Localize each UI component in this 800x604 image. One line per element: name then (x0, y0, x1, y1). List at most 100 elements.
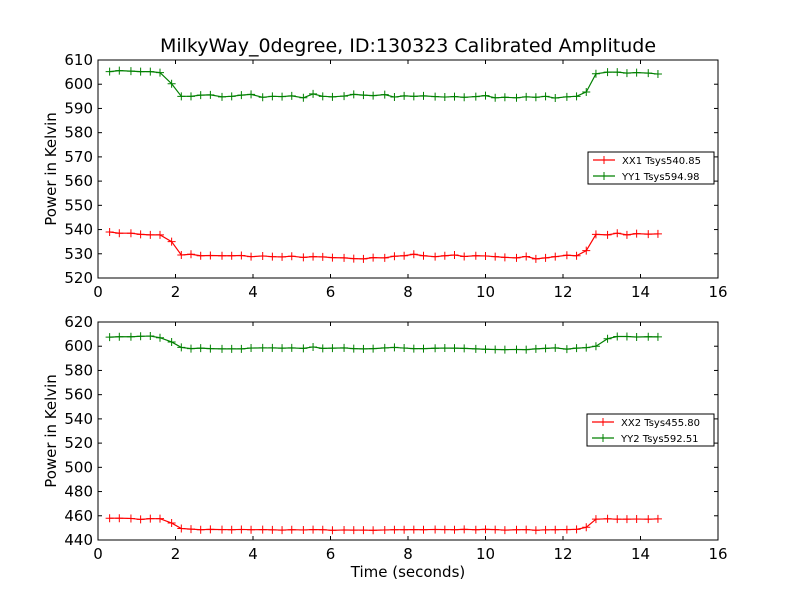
chart2-series-1-point (613, 515, 622, 524)
chart1-series-2-point (419, 91, 428, 100)
chart2-series-1-point (177, 524, 186, 533)
chart2-legend-swatch-marker (599, 418, 607, 426)
chart1-series-2-point (380, 90, 389, 99)
chart2-y-tick-label: 440 (64, 531, 93, 549)
chart1-x-tick-label: 12 (553, 283, 572, 301)
chart2-series-2-point (218, 344, 226, 353)
chart1-series-2-point (603, 68, 612, 77)
chart2-series-2-point (126, 332, 135, 341)
chart2-y-tick-label: 560 (64, 386, 93, 404)
chart1-series-2-point (146, 67, 155, 76)
chart1-x-tick-label: 6 (326, 283, 336, 301)
chart2-y-tick-label: 600 (64, 337, 93, 355)
chart1-series-2-point (440, 93, 449, 102)
chart1-series-2-point (167, 79, 176, 88)
chart2-series-1-point (146, 514, 155, 523)
chart1-legend-swatch-marker (600, 156, 608, 164)
chart2-x-tick-label: 4 (248, 545, 258, 563)
chart2-series-2-point (622, 332, 631, 341)
chart2-series-1-point (227, 525, 236, 534)
chart1-x-tick-label: 10 (476, 283, 495, 301)
chart2-series-2-point (632, 333, 641, 342)
chart1-series-2-point (218, 92, 226, 101)
chart1-series-2-point (572, 92, 581, 101)
chart2-series-2-point (146, 332, 155, 341)
chart1-x-tick-label: 2 (171, 283, 181, 301)
chart2-x-tick-label: 2 (171, 545, 181, 563)
chart1-legend-swatch-marker (600, 172, 608, 180)
chart1-legend-label: YY1 Tsys594.98 (621, 172, 700, 183)
chart1-y-tick-label: 560 (64, 172, 93, 190)
chart1-series-1-point (258, 251, 267, 260)
chart2-series-2-point (187, 344, 195, 353)
chart1-series-2-point (156, 68, 164, 77)
chart2-series-2-point (237, 344, 246, 353)
chart1-y-tick-label: 530 (64, 245, 93, 263)
chart2-series-1-point (359, 526, 368, 535)
chart2-series-2-point (258, 343, 267, 352)
chart2-x-tick-label: 0 (93, 545, 103, 563)
chart2-series-2-point (481, 345, 490, 354)
chart2-series-1-point (591, 515, 600, 524)
chart1-series-1-point (481, 251, 490, 260)
chart1-series-1-point (278, 252, 287, 261)
chart2-series-2-point (278, 344, 287, 353)
chart1-series-1-point (531, 254, 540, 263)
chart1-series-1-point (500, 253, 509, 262)
chart2-series-2-point (613, 332, 622, 341)
chart2-series-1-point (369, 526, 378, 535)
chart1-x-tick-label: 14 (631, 283, 650, 301)
chart1-series-1-point (268, 252, 277, 261)
chart2-x-axis-label: Time (seconds) (350, 563, 466, 581)
chart1-series-2-point (562, 92, 571, 101)
chart2-series-2-point (287, 343, 296, 352)
chart2-legend-box (586, 413, 715, 447)
chart1-title: MilkyWay_0degree, ID:130323 Calibrated A… (160, 35, 656, 57)
chart2-series-1-point (541, 525, 550, 534)
chart2-series-2-point (531, 344, 540, 353)
chart2-series-1-point (450, 525, 459, 534)
chart1-series-2-point (340, 92, 349, 101)
chart2-series-2-point (603, 334, 612, 343)
chart1-series-2-point (318, 92, 327, 101)
chart2-series-2-point (115, 332, 124, 341)
chart1-series-2-point (177, 92, 186, 101)
chart1-series-1-point (237, 251, 246, 260)
chart1-series-2-point (206, 90, 215, 99)
chart1-series-1-point (156, 230, 164, 239)
chart1-series-2-point (369, 91, 378, 100)
chart2-series-2-point (196, 344, 205, 353)
chart1-series-2-point (400, 91, 409, 100)
chart2-series-1-point (481, 525, 490, 534)
chart1-series-1-point (591, 230, 600, 239)
chart2-series-1-point (603, 514, 612, 523)
chart1-series-2-point (390, 93, 399, 102)
chart1-series-2-point (409, 92, 418, 101)
chart2-series-2-point (156, 333, 164, 342)
chart1-y-tick-label: 580 (64, 124, 93, 142)
chart1-y-tick-label: 550 (64, 196, 93, 214)
chart1-series-1-point (206, 251, 215, 260)
chart2-series-2-point (299, 344, 308, 353)
chart2-series-1-point (309, 525, 318, 534)
chart1-series-2-point (126, 67, 135, 76)
chart1-series-2-point (247, 90, 256, 99)
chart2-series-2-point (390, 343, 399, 352)
chart1-series-2-point (500, 93, 509, 102)
chart1-series-2-point (278, 92, 287, 101)
chart1-series-1-point (400, 251, 409, 260)
chart2-series-1-point (237, 525, 246, 534)
chart1-series-1-point (431, 252, 440, 261)
chart1-y-tick-label: 600 (64, 75, 93, 93)
chart2-series-2-point (512, 345, 521, 354)
chart2-series-2-point (419, 344, 428, 353)
chart1-series-1-point (167, 237, 176, 246)
chart1-series-1-point (349, 254, 358, 263)
chart1-series-1-point (512, 253, 521, 262)
chart1-x-tick-label: 16 (708, 283, 727, 301)
chart1-y-tick-label: 590 (64, 99, 93, 117)
chart1-x-tick-label: 4 (248, 283, 258, 301)
